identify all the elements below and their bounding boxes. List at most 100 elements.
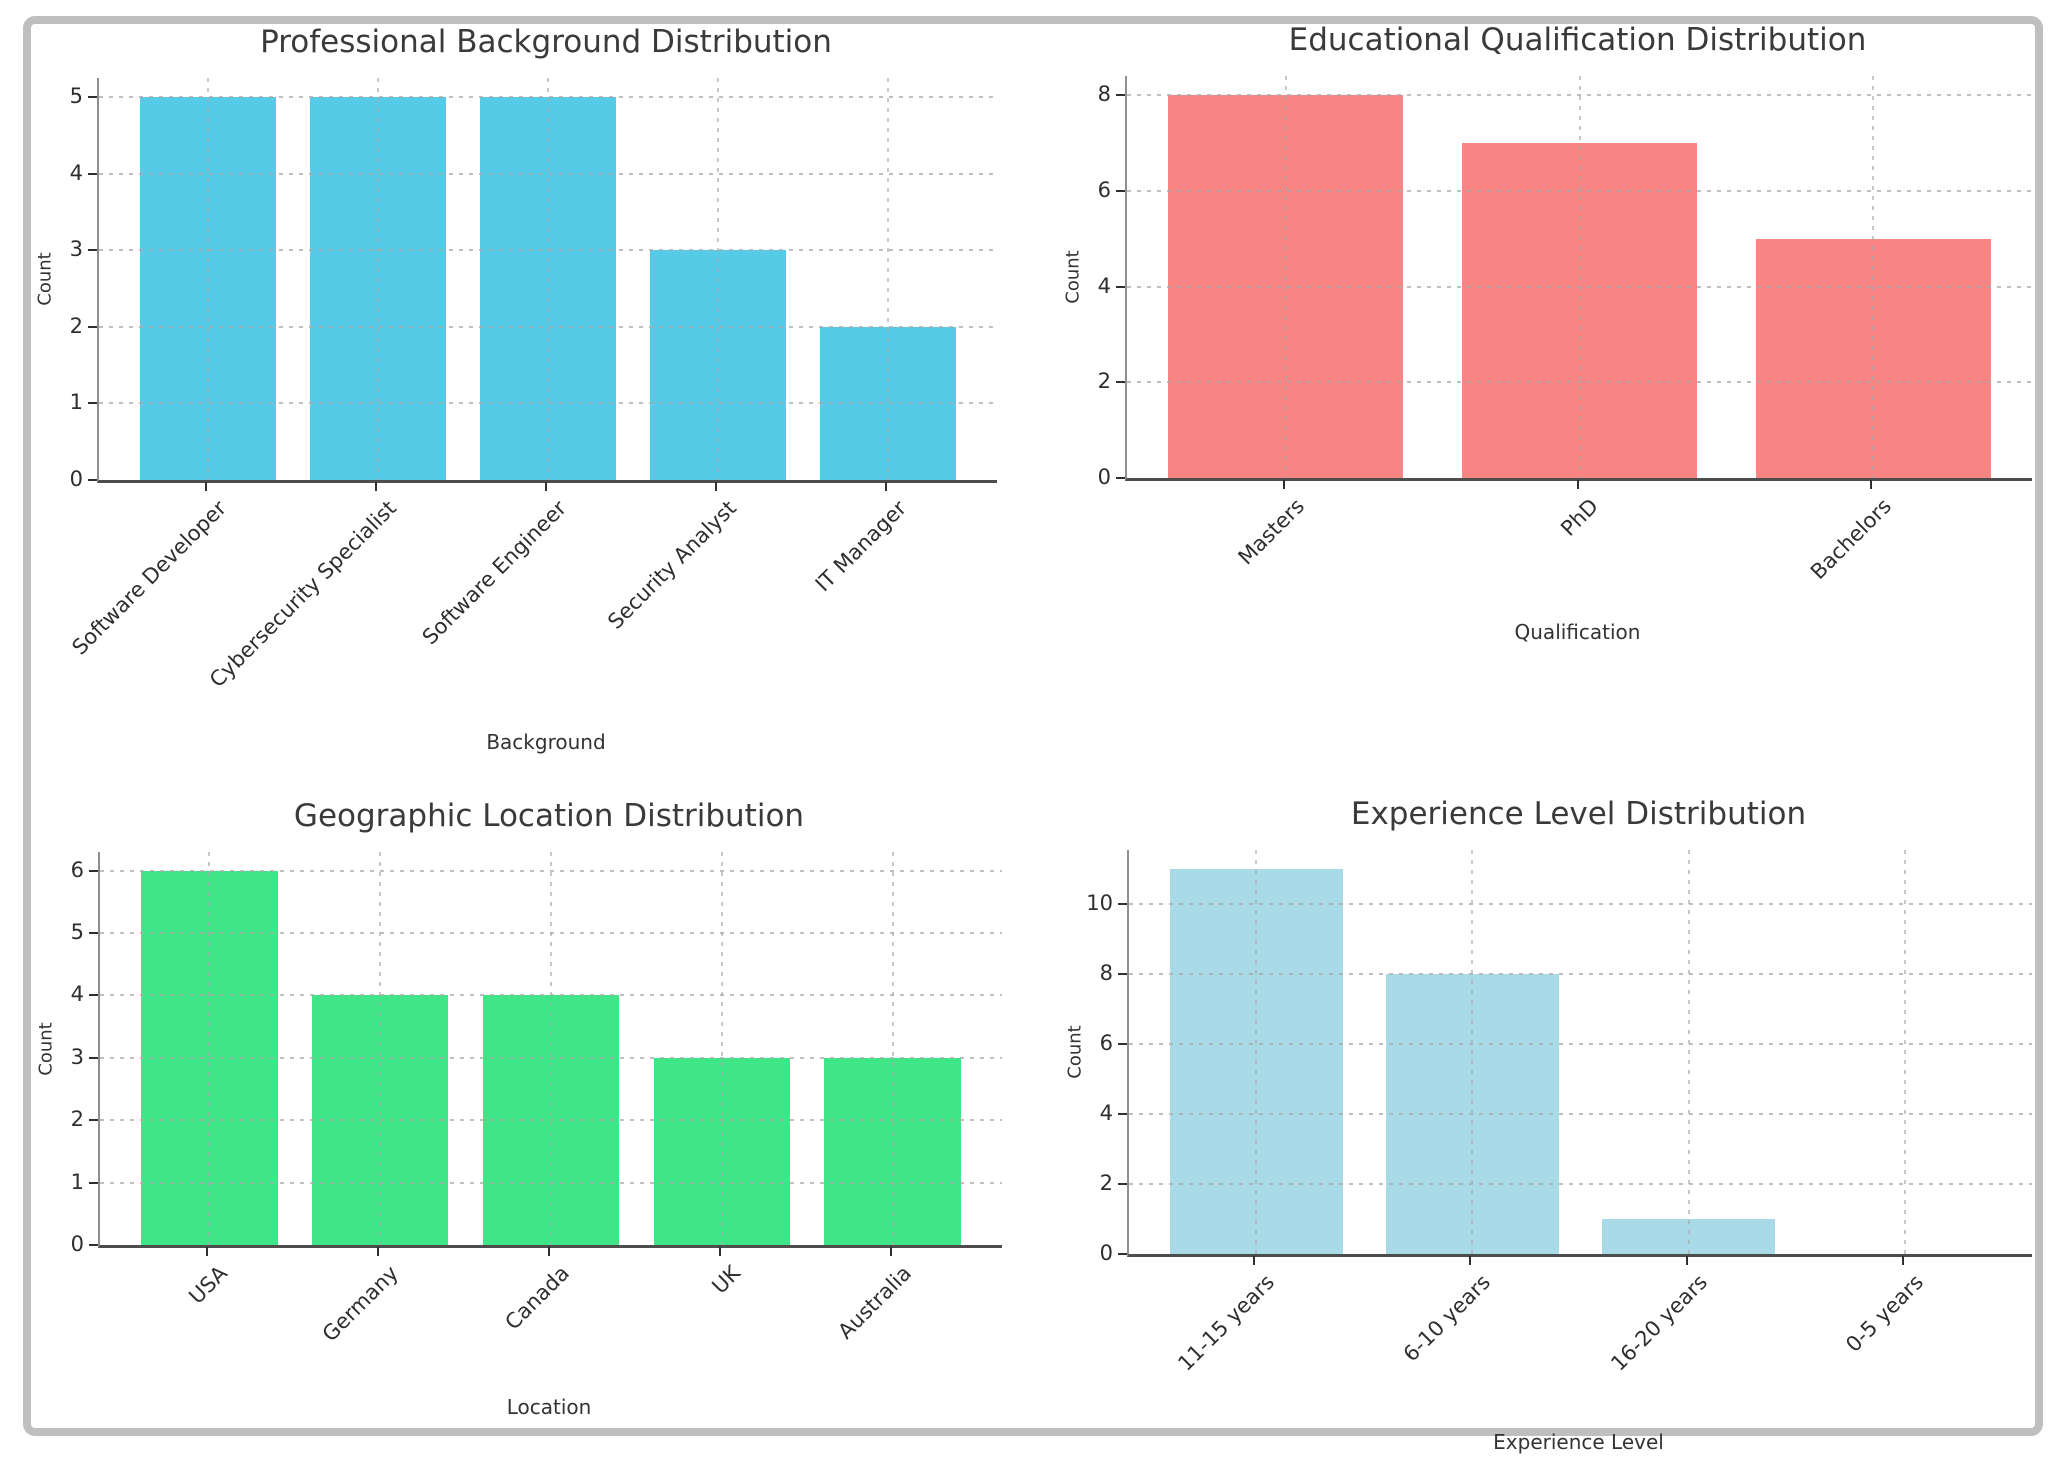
- y-tick-label: 5: [70, 920, 84, 945]
- chart-title: Educational Qualification Distribution: [1288, 22, 1867, 58]
- plot-area: [97, 78, 997, 483]
- x-gridline: [206, 78, 209, 480]
- chart-title: Professional Background Distribution: [260, 24, 832, 60]
- y-axis-label: Count: [34, 252, 56, 306]
- x-tick-label: 16-20 years: [1605, 1270, 1712, 1376]
- x-axis-label: Background: [486, 730, 606, 754]
- x-tick-label: Software Developer: [67, 496, 231, 660]
- x-gridline: [547, 78, 549, 480]
- x-tick-label: Cybersecurity Specialist: [204, 496, 401, 692]
- x-gridline: [1903, 850, 1906, 1254]
- y-tick-label: 4: [70, 982, 84, 1007]
- y-tick-mark: [1116, 381, 1125, 384]
- y-tick-label: 2: [70, 1107, 84, 1132]
- plot-area: [1125, 76, 2032, 481]
- y-tick-label: 5: [69, 84, 83, 109]
- y-gridline: [1129, 973, 2032, 976]
- x-tick-label: Canada: [500, 1261, 574, 1335]
- y-gridline: [1129, 1183, 2032, 1186]
- y-tick-label: 6: [1099, 1031, 1113, 1056]
- chart-title: Experience Level Distribution: [1350, 796, 1807, 832]
- x-tick-label: Germany: [317, 1261, 404, 1347]
- y-tick-mark: [89, 1119, 98, 1122]
- y-tick-label: 0: [69, 467, 83, 491]
- y-tick-mark: [88, 249, 97, 252]
- x-tick-label: PhD: [1555, 494, 1603, 541]
- y-gridline: [1129, 1113, 2032, 1116]
- x-gridline: [550, 852, 552, 1245]
- y-tick-mark: [1118, 1253, 1127, 1255]
- x-tick-label: Australia: [832, 1261, 916, 1344]
- x-gridline: [720, 852, 723, 1245]
- x-tick-mark: [1253, 1256, 1256, 1265]
- x-gridline: [208, 852, 211, 1245]
- x-gridline: [1687, 850, 1690, 1254]
- x-tick-label: USA: [184, 1261, 233, 1309]
- x-tick-label: 0-5 years: [1840, 1270, 1928, 1357]
- y-gridline: [1129, 1043, 2032, 1046]
- x-tick-mark: [1870, 480, 1873, 489]
- y-tick-mark: [89, 1181, 98, 1184]
- x-tick-mark: [548, 1247, 550, 1256]
- x-tick-mark: [885, 482, 888, 491]
- x-gridline: [887, 78, 890, 480]
- y-tick-label: 2: [1099, 1171, 1113, 1196]
- y-tick-mark: [88, 172, 97, 175]
- y-tick-label: 1: [70, 1169, 84, 1194]
- x-tick-mark: [206, 1247, 209, 1256]
- x-gridline: [891, 852, 894, 1245]
- y-tick-label: 0: [70, 1232, 84, 1256]
- x-gridline: [379, 852, 382, 1245]
- x-tick-label: Software Engineer: [417, 496, 571, 650]
- plot-area: [98, 852, 1002, 1248]
- y-tick-mark: [1118, 1043, 1127, 1046]
- x-tick-label: 6-10 years: [1399, 1270, 1496, 1367]
- x-axis-label: Qualification: [1514, 620, 1641, 644]
- y-tick-mark: [1118, 1113, 1127, 1116]
- y-tick-mark: [89, 1244, 98, 1246]
- y-tick-label: 2: [69, 313, 83, 338]
- y-tick-mark: [88, 96, 97, 99]
- y-tick-mark: [88, 402, 97, 405]
- y-tick-mark: [1116, 189, 1125, 192]
- y-tick-mark: [89, 932, 98, 935]
- x-tick-mark: [715, 482, 718, 491]
- x-gridline: [1284, 76, 1287, 478]
- y-tick-mark: [89, 869, 98, 872]
- y-tick-mark: [88, 479, 97, 481]
- y-tick-mark: [89, 1056, 98, 1059]
- x-gridline: [1471, 850, 1474, 1254]
- x-tick-mark: [1685, 1256, 1688, 1265]
- x-tick-label: Security Analyst: [603, 496, 742, 634]
- y-tick-mark: [1118, 903, 1127, 906]
- x-axis-label: Experience Level: [1493, 1430, 1664, 1454]
- y-tick-label: 0: [1097, 465, 1111, 489]
- x-axis-label: Location: [506, 1395, 592, 1419]
- x-tick-label: UK: [707, 1261, 745, 1299]
- y-tick-label: 8: [1099, 961, 1113, 986]
- x-tick-mark: [377, 1247, 380, 1256]
- y-tick-label: 1: [69, 390, 83, 415]
- y-tick-mark: [1118, 1183, 1127, 1186]
- y-tick-label: 2: [1097, 369, 1111, 394]
- x-tick-mark: [1901, 1256, 1904, 1265]
- x-gridline: [1872, 76, 1875, 478]
- plot-area: [1127, 850, 2032, 1257]
- y-gridline: [1129, 903, 2032, 906]
- x-tick-mark: [718, 1247, 721, 1256]
- x-tick-label: 11-15 years: [1173, 1270, 1280, 1376]
- x-tick-label: Bachelors: [1806, 494, 1897, 585]
- y-tick-label: 4: [69, 160, 83, 185]
- x-tick-label: IT Manager: [810, 496, 912, 597]
- y-tick-label: 10: [1086, 891, 1113, 916]
- y-tick-mark: [89, 994, 98, 997]
- y-tick-mark: [1116, 285, 1125, 288]
- x-tick-mark: [374, 482, 377, 491]
- x-tick-mark: [889, 1247, 892, 1256]
- chart-title: Geographic Location Distribution: [293, 798, 805, 834]
- y-tick-label: 4: [1099, 1101, 1113, 1126]
- x-tick-mark: [1282, 480, 1285, 489]
- y-tick-label: 6: [1097, 177, 1111, 202]
- x-gridline: [1578, 76, 1581, 478]
